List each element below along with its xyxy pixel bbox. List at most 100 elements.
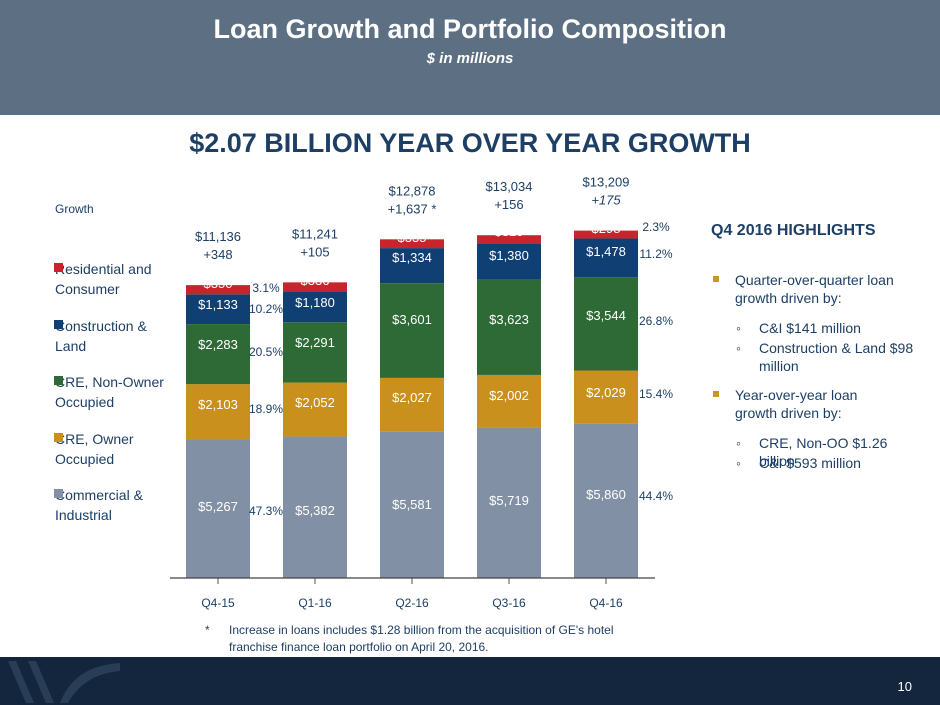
header-band [0, 0, 940, 115]
q4-16-percent-label: 44.4% [639, 489, 673, 503]
bar-growth-label: +1,637 * [388, 201, 437, 216]
bar-growth-label: +105 [300, 244, 329, 259]
legend-label-line1: Residential and [55, 261, 152, 277]
legend-label-line2: Occupied [55, 451, 115, 467]
legend-label-line2: Land [55, 338, 87, 354]
sub-marker: ◦ [736, 320, 741, 336]
bar-value-label: $5,860 [586, 487, 626, 502]
bar-value-label: $1,334 [392, 250, 432, 265]
bar-segment [574, 230, 638, 239]
footnote-text: Increase in loans includes $1.28 billion… [229, 623, 614, 654]
bar-segment [283, 322, 347, 383]
sub-marker: ◦ [736, 455, 741, 471]
bar-total-label: $13,034 [486, 179, 533, 194]
bar-value-label: $1,133 [198, 297, 238, 312]
legend-swatch [54, 376, 63, 385]
bar-value-label: $1,478 [586, 244, 626, 259]
bar-total-label: $11,241 [292, 226, 338, 241]
legend-item-cre-non-owner: CRE, Non-Owner Occupied [54, 372, 175, 412]
bar-segment [477, 243, 541, 280]
page-title: Loan Growth and Portfolio Composition [213, 14, 727, 44]
bar-segment [574, 277, 638, 371]
bar-segment [186, 285, 250, 295]
sub-marker: ◦ [736, 340, 741, 356]
bar-segment [574, 238, 638, 278]
highlights-title: Q4 2016 HIGHLIGHTS [711, 222, 876, 239]
bar-value-label: $3,544 [586, 308, 626, 323]
bar-segment [380, 239, 444, 249]
legend-item-residential: Residential and Consumer [54, 259, 175, 299]
bar-value-label: $3,623 [489, 312, 529, 327]
bar-value-label: $2,103 [198, 397, 238, 412]
sub-text: CRE, Non-OO $1.26 billion [759, 435, 888, 469]
bar-value-label: $2,029 [586, 385, 626, 400]
q4-15-percent-label: 3.1% [252, 281, 280, 295]
bar-segment [477, 374, 541, 428]
legend-label-line2: Consumer [55, 281, 120, 297]
bar-value-label: $5,581 [392, 497, 432, 512]
sub-text: Construction & Land $98 million [759, 340, 914, 374]
legend-label-line2: Occupied [55, 394, 115, 410]
bar-value-label: $1,380 [489, 248, 529, 263]
sub-text: C&I $593 million [759, 455, 861, 471]
legend-label-line1: CRE, Owner [55, 431, 134, 447]
legend-label-line1: Commercial & [55, 487, 143, 503]
x-tick-label: Q4-16 [589, 596, 623, 610]
highlight-bullet-qoq: Quarter-over-quarter loan growth driven … [713, 271, 903, 307]
legend-swatch [54, 489, 63, 498]
bar-segment [186, 439, 250, 578]
bar-segment [283, 291, 347, 323]
highlight-sub-item: ◦ C&I $141 million [736, 319, 916, 337]
bar-segment [380, 377, 444, 432]
bar-value-label: $298 [592, 221, 621, 236]
bar-value-label: $2,283 [198, 337, 238, 352]
bullet-marker [713, 391, 719, 397]
bar-growth-label: +156 [494, 197, 523, 212]
highlight-sub-item: ◦ C&I $593 million [736, 454, 916, 472]
bar-segment [283, 436, 347, 578]
bullet-marker [713, 276, 719, 282]
bar-segment [380, 431, 444, 578]
bar-value-label: $350 [204, 276, 233, 291]
q4-15-percent-label: 47.3% [249, 504, 283, 518]
bullet-text: Quarter-over-quarter loan growth driven … [735, 272, 894, 306]
highlight-sub-item: ◦ CRE, Non-OO $1.26 billion [736, 434, 916, 470]
x-tick-label: Q4-15 [201, 596, 235, 610]
bar-segment [186, 384, 250, 440]
page-number: 10 [897, 679, 912, 694]
q4-15-percent-label: 20.5% [249, 345, 283, 359]
bar-total-label: $13,209 [583, 175, 630, 190]
bar-value-label: $2,291 [295, 335, 335, 350]
bar-value-label: $2,052 [295, 395, 335, 410]
highlight-bullet-yoy: Year-over-year loan growth driven by: [713, 386, 903, 422]
bar-value-label: $310 [495, 224, 524, 239]
bar-value-label: $1,180 [295, 295, 335, 310]
legend-label-line1: Construction & [55, 318, 147, 334]
footnote-marker: * [205, 623, 210, 637]
sub-text: C&I $141 million [759, 320, 861, 336]
bar-growth-label: +348 [203, 247, 232, 262]
bar-value-label: $5,719 [489, 493, 529, 508]
bar-value-label: $5,382 [295, 503, 335, 518]
x-tick-label: Q1-16 [298, 596, 332, 610]
bar-segment [380, 248, 444, 284]
bar-segment [574, 370, 638, 424]
legend-item-commercial: Commercial & Industrial [54, 485, 175, 525]
bar-total-label: $11,136 [195, 229, 241, 244]
sub-marker: ◦ [736, 435, 741, 451]
company-logo-icon [8, 661, 120, 703]
page-subtitle: $ in millions [426, 50, 514, 67]
q4-15-percent-label: 18.9% [249, 402, 283, 416]
bar-segment [186, 294, 250, 325]
legend-item-construction: Construction & Land [54, 316, 175, 356]
legend-swatch [54, 433, 63, 442]
growth-headline: $2.07 BILLION YEAR OVER YEAR GROWTH [189, 128, 751, 158]
legend-item-cre-owner: CRE, Owner Occupied [54, 429, 175, 469]
bar-segment [380, 283, 444, 378]
legend-label-line1: CRE, Non-Owner [55, 374, 164, 390]
legend-swatch [54, 320, 63, 329]
q4-15-percent-label: 10.2% [249, 302, 283, 316]
bar-segment [477, 235, 541, 244]
footnote: * Increase in loans includes $1.28 billi… [205, 622, 645, 656]
